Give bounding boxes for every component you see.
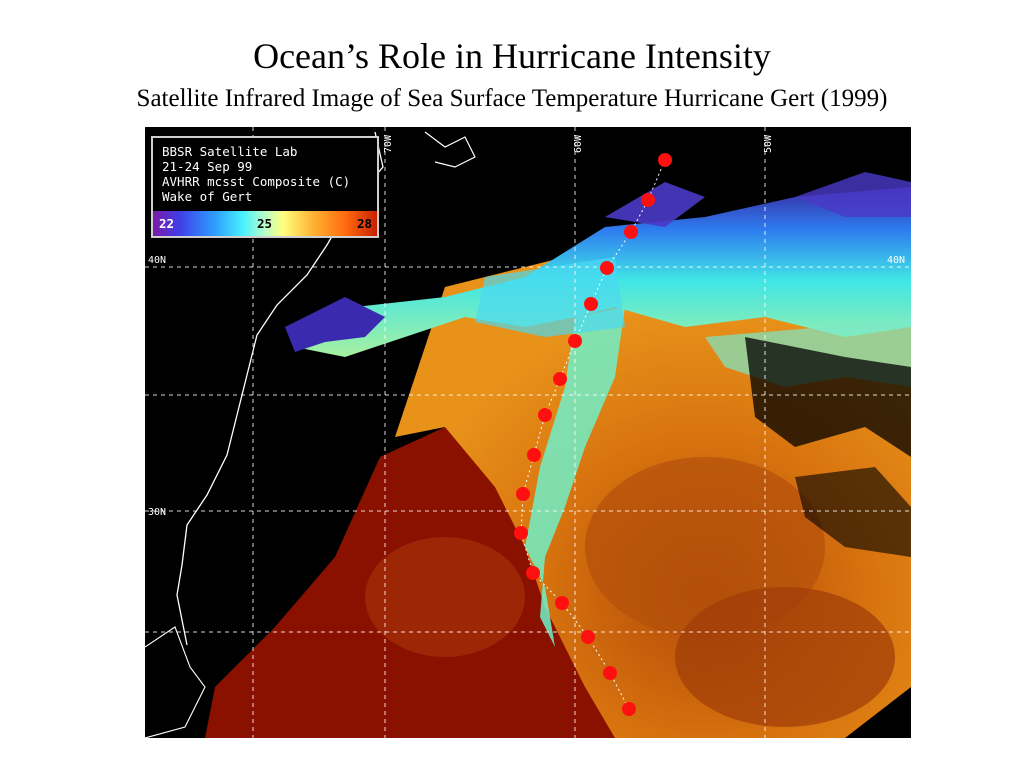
hurricane-track-line bbox=[520, 159, 666, 710]
track-point bbox=[527, 448, 541, 462]
colorbar-label-25: 25 bbox=[257, 216, 273, 231]
coastline bbox=[424, 131, 476, 168]
track-point bbox=[581, 630, 595, 644]
hot-patch bbox=[675, 587, 895, 727]
info-line-dates: 21-24 Sep 99 bbox=[162, 159, 253, 174]
cool-patch bbox=[475, 257, 625, 337]
track-point bbox=[526, 566, 540, 580]
hurricane-track-points bbox=[514, 153, 672, 716]
cold-eddy bbox=[795, 172, 911, 217]
colorbar-label-28: 28 bbox=[357, 216, 373, 231]
sst-map-graphic bbox=[145, 127, 911, 738]
track-point bbox=[603, 666, 617, 680]
lat-label-40n-east: 40N bbox=[887, 255, 906, 266]
slide-subtitle: Satellite Infrared Image of Sea Surface … bbox=[136, 85, 888, 112]
track-point bbox=[658, 153, 672, 167]
slide-title: Ocean’s Role in Hurricane Intensity bbox=[253, 36, 771, 76]
cool-wake bbox=[525, 307, 625, 647]
lat-label-30n: 30N bbox=[148, 507, 167, 518]
track-point bbox=[624, 225, 638, 239]
sst-satellite-image: BBSR Satellite Lab 21-24 Sep 99 AVHRR mc… bbox=[145, 127, 911, 738]
lon-label-70w: 70W bbox=[383, 134, 394, 153]
track-point bbox=[553, 372, 567, 386]
track-point bbox=[516, 487, 530, 501]
track-point bbox=[555, 596, 569, 610]
track-point bbox=[584, 297, 598, 311]
track-point bbox=[538, 408, 552, 422]
lon-label-50w: 50W bbox=[763, 134, 774, 153]
graticule bbox=[145, 127, 911, 738]
track-point bbox=[514, 526, 528, 540]
lat-label-40n-west: 40N bbox=[148, 255, 167, 266]
us-east-coast-land bbox=[145, 127, 385, 672]
colorbar-label-22: 22 bbox=[159, 216, 175, 231]
cloud-mask bbox=[795, 467, 911, 557]
temperature-colorbar: 22 25 28 bbox=[151, 211, 379, 238]
hot-patch bbox=[365, 537, 525, 657]
lon-label-60w: 60W bbox=[573, 134, 584, 153]
info-line-caption: Wake of Gert bbox=[162, 189, 253, 204]
track-point bbox=[600, 261, 614, 275]
track-point bbox=[641, 193, 655, 207]
track-point bbox=[622, 702, 636, 716]
cold-eddy bbox=[285, 297, 385, 352]
info-line-sensor: AVHRR mcsst Composite (C) bbox=[162, 174, 351, 189]
cloud-mask bbox=[745, 337, 911, 457]
track-point bbox=[568, 334, 582, 348]
coastline bbox=[145, 626, 206, 738]
info-line-lab: BBSR Satellite Lab bbox=[162, 144, 298, 159]
cold-eddy bbox=[605, 182, 705, 227]
